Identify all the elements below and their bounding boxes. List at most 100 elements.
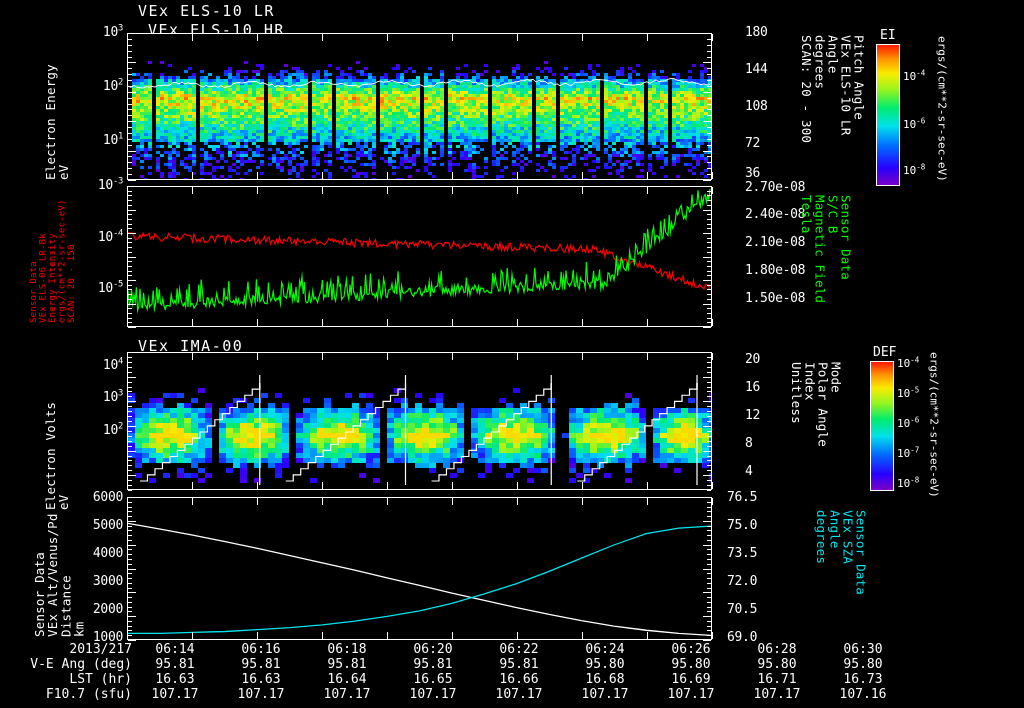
panel2-rtick-4: 1.50e-08 xyxy=(745,291,806,306)
panel2-ytick-0: 10-3 xyxy=(97,176,123,193)
panel4-rtick-0: 76.5 xyxy=(727,490,758,505)
footer-veang-1: 95.81 xyxy=(241,657,281,672)
footer-table: 2013/217 06:14 06:16 06:18 06:20 06:22 0… xyxy=(10,642,906,702)
panel4-rtick-2: 73.5 xyxy=(727,546,758,561)
panel1-left-axis-line1: Electron Energy xyxy=(43,64,58,180)
table-row: F10.7 (sfu) 107.17 107.17 107.17 107.17 … xyxy=(10,687,906,702)
panel2-plot-area[interactable] xyxy=(127,186,712,327)
colorbar-ei-tick-0: 10-4 xyxy=(903,68,926,83)
footer-lst-6: 16.69 xyxy=(671,672,711,687)
footer-f107-3: 107.17 xyxy=(409,687,457,702)
colorbar-ei-unit: ergs/(cm**2-sr-sec-eV) xyxy=(935,36,949,182)
panel4-ytick-3: 3000 xyxy=(92,574,123,589)
panel3-right-axis-line3: Index xyxy=(802,362,818,401)
colorbar-ei-tick-2: 10-8 xyxy=(903,162,926,177)
table-row: V-E Ang (deg) 95.81 95.81 95.81 95.81 95… xyxy=(10,657,906,672)
panel3-rtick-3: 8 xyxy=(745,436,753,451)
colorbar-ei-title: EI xyxy=(880,28,896,43)
panel3-ytick-2: 102 xyxy=(102,421,123,438)
panel3-ytick-0: 104 xyxy=(102,356,123,373)
panel3-right-axis-line2: Polar Angle xyxy=(815,362,831,447)
footer-time-4: 06:22 xyxy=(499,642,539,657)
footer-f107-8: 107.16 xyxy=(839,687,887,702)
panel4-right-axis-title: Sensor Data VEx SZA Angle degrees xyxy=(814,510,868,635)
footer-rowlabel-f107: F10.7 (sfu) xyxy=(45,687,132,702)
footer-lst-0: 16.63 xyxy=(155,672,195,687)
footer-lst-1: 16.63 xyxy=(241,672,281,687)
panel2-rtick-3: 1.80e-08 xyxy=(745,263,806,278)
footer-f107-6: 107.17 xyxy=(667,687,715,702)
panel4-ytick-0: 6000 xyxy=(92,490,123,505)
panel2-right-axis-title: Sensor Data S/C B Magnetic Field Tesla xyxy=(799,195,854,325)
footer-veang-2: 95.81 xyxy=(327,657,367,672)
footer-veang-0: 95.81 xyxy=(155,657,195,672)
footer-time-0: 06:14 xyxy=(155,642,195,657)
panel1-left-axis-line2: eV xyxy=(56,164,72,180)
colorbar-def-tick-2: 10-6 xyxy=(897,415,920,430)
panel3-rtick-1: 16 xyxy=(745,380,761,395)
panel1-plot-area[interactable] xyxy=(127,33,712,180)
footer-lst-2: 16.64 xyxy=(327,672,367,687)
footer-veang-3: 95.81 xyxy=(413,657,453,672)
panel1-rtick-2: 108 xyxy=(745,99,768,114)
panel3-rtick-0: 20 xyxy=(745,352,761,367)
footer-f107-1: 107.17 xyxy=(237,687,285,702)
panel1-rtick-3: 72 xyxy=(745,136,761,151)
colorbar-def-tick-1: 10-5 xyxy=(897,385,920,400)
panel1-ytick-0: 103 xyxy=(102,23,123,40)
panel2-rtick-2: 2.10e-08 xyxy=(745,235,806,250)
panel4-right-axis-line3: Angle xyxy=(827,510,843,549)
colorbar-def-tick-4: 10-8 xyxy=(897,475,920,490)
footer-f107-7: 107.17 xyxy=(753,687,801,702)
colorbar-def-unit: ergs/(cm**2-sr-sec-eV) xyxy=(927,352,941,498)
footer-time-8: 06:30 xyxy=(843,642,883,657)
footer-veang-6: 95.80 xyxy=(671,657,711,672)
table-row: 2013/217 06:14 06:16 06:18 06:20 06:22 0… xyxy=(10,642,906,657)
panel2-ytick-2: 10-5 xyxy=(97,279,123,296)
footer-f107-2: 107.17 xyxy=(323,687,371,702)
footer-rowlabel-date: 2013/217 xyxy=(69,642,132,657)
panel2-right-axis-line2: S/C B xyxy=(825,195,841,234)
panel1-left-axis-title: Electron Energy eV xyxy=(43,40,72,180)
panel3-rtick-2: 12 xyxy=(745,408,761,423)
panel2-rtick-1: 2.40e-08 xyxy=(745,207,806,222)
panel1-right-axis-line4: degrees xyxy=(812,35,828,90)
footer-time-3: 06:20 xyxy=(413,642,453,657)
footer-rowlabel-veang: V-E Ang (deg) xyxy=(30,657,132,672)
panel3-ytick-1: 103 xyxy=(102,388,123,405)
footer-f107-0: 107.17 xyxy=(151,687,199,702)
footer-lst-7: 16.71 xyxy=(757,672,797,687)
panel4-ytick-2: 4000 xyxy=(92,546,123,561)
panel4-rtick-3: 72.0 xyxy=(727,574,758,589)
footer-time-7: 06:28 xyxy=(757,642,797,657)
panel3-right-axis-title: Mode Polar Angle Index Unitless xyxy=(789,362,844,487)
panel3-right-axis-line4: Unitless xyxy=(789,362,805,424)
panel3-right-axis-line1: Mode xyxy=(828,362,844,393)
panel1-title: VEx ELS-10 LR xyxy=(138,2,275,20)
footer-veang-4: 95.81 xyxy=(499,657,539,672)
panel1-right-axis-line1: Pitch Angle xyxy=(851,35,867,120)
colorbar-def-title: DEF xyxy=(873,345,897,360)
panel4-ytick-4: 2000 xyxy=(92,602,123,617)
footer-time-6: 06:26 xyxy=(671,642,711,657)
panel4-plot-area[interactable] xyxy=(127,497,712,640)
panel1-rtick-4: 36 xyxy=(745,166,761,181)
panel2-right-axis-line4: Tesla xyxy=(799,195,815,234)
colorbar-ei xyxy=(876,44,900,186)
panel4-ytick-1: 5000 xyxy=(92,518,123,533)
panel1-ytick-2: 101 xyxy=(102,131,123,148)
footer-veang-5: 95.80 xyxy=(585,657,625,672)
panel3-rtick-4: 4 xyxy=(745,464,753,479)
footer-f107-4: 107.17 xyxy=(495,687,543,702)
footer-rowlabel-lst: LST (hr) xyxy=(69,672,132,687)
panel4-right-axis-line4: degrees xyxy=(814,510,830,565)
panel2-rtick-0: 2.70e-08 xyxy=(745,180,806,195)
panel2-right-axis-line1: Sensor Data xyxy=(838,195,854,280)
panel2-ytick-1: 10-4 xyxy=(97,228,123,245)
panel3-plot-area[interactable] xyxy=(127,352,712,490)
panel1-right-axis-title: Pitch Angle VEx ELS-10 LR Angle degrees … xyxy=(799,35,867,185)
panel1-rtick-0: 180 xyxy=(745,25,768,40)
footer-veang-7: 95.80 xyxy=(757,657,797,672)
footer-time-1: 06:16 xyxy=(241,642,281,657)
